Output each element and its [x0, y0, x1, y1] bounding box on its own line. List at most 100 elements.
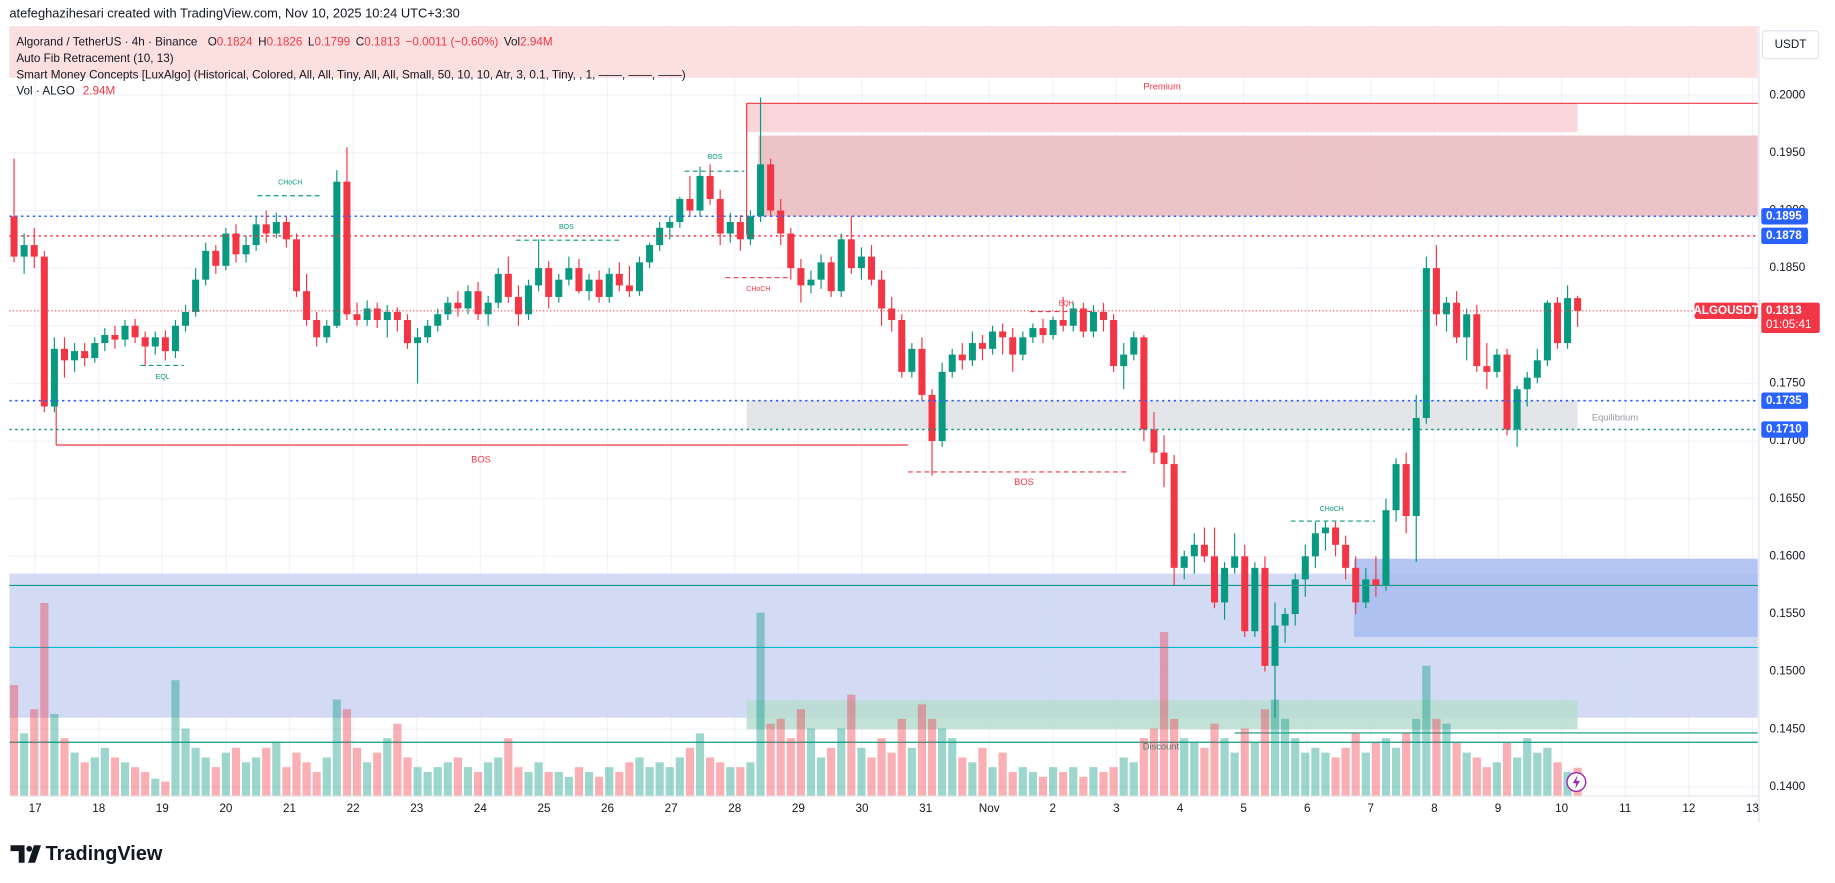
- candle-body: [1291, 579, 1299, 614]
- candle-body: [1352, 567, 1360, 603]
- candle-body: [666, 222, 674, 228]
- candle-body: [1342, 544, 1350, 568]
- currency-box[interactable]: [1761, 30, 1820, 60]
- volume-bar: [473, 771, 483, 797]
- candle-body: [71, 351, 79, 361]
- zone: [758, 135, 1758, 217]
- volume-bar: [655, 762, 664, 797]
- volume-bar: [1462, 752, 1471, 797]
- volume-bar: [1008, 771, 1017, 797]
- volume-bar: [927, 718, 937, 797]
- ohlc-value: 0.1799: [314, 36, 350, 49]
- volume-bar: [675, 757, 684, 797]
- volume-bar: [766, 723, 775, 797]
- annotation: BOS: [708, 154, 723, 161]
- volume-bar: [786, 738, 795, 797]
- volume-bar: [645, 767, 654, 797]
- change: −0.0011 (−0.60%): [406, 36, 499, 49]
- volume-bar: [574, 767, 584, 797]
- x-tick-label: 13: [1746, 802, 1759, 815]
- volume-bar: [1129, 762, 1138, 797]
- candle-body: [323, 325, 331, 338]
- volume-bar: [1371, 742, 1380, 797]
- level-label: 0.1710: [1766, 423, 1802, 436]
- candle-body: [131, 325, 139, 338]
- volume-bar: [241, 762, 251, 797]
- candle-body: [1362, 579, 1370, 603]
- x-tick-label: 22: [347, 802, 360, 815]
- volume-legend[interactable]: Vol · ALGO 2.94M: [16, 85, 115, 98]
- volume-bar: [726, 767, 735, 797]
- annotation: CHoCH: [746, 286, 770, 293]
- volume-bar: [1492, 762, 1502, 797]
- volume-bar: [100, 747, 109, 797]
- candle-body: [514, 296, 522, 315]
- annotation: BOS: [559, 224, 574, 231]
- volume-bar: [867, 757, 876, 797]
- volume-bar: [423, 771, 432, 797]
- y-tick-label: 0.1500: [1769, 665, 1805, 678]
- candle-body: [1231, 556, 1239, 568]
- candle-body: [1241, 556, 1249, 632]
- zone: [9, 26, 1758, 78]
- volume-bar: [857, 747, 866, 797]
- volume-bar: [998, 752, 1007, 797]
- volume-bar: [70, 752, 79, 797]
- candle-body: [1332, 527, 1340, 545]
- volume-bar: [584, 771, 594, 797]
- volume-bar: [110, 757, 120, 797]
- candle-body: [888, 308, 896, 321]
- candle-body: [424, 325, 432, 338]
- candle-body: [585, 279, 593, 292]
- candle-body: [454, 302, 462, 309]
- volume-bar: [1170, 718, 1179, 797]
- indicator[interactable]: Smart Money Concepts [LuxAlgo] (Historic…: [16, 68, 685, 81]
- candle-body: [373, 308, 381, 321]
- indicator[interactable]: Auto Fib Retracement (10, 13): [16, 52, 173, 65]
- volume-bar: [1059, 771, 1068, 797]
- volume-bar: [958, 757, 967, 797]
- candle-body: [999, 331, 1007, 338]
- candle-body: [1089, 311, 1097, 332]
- annotation: CHoCH: [1320, 506, 1344, 513]
- currency[interactable]: USDT: [1775, 38, 1807, 51]
- volume-bar: [1200, 747, 1209, 797]
- volume-bar: [1270, 699, 1280, 797]
- volume-bar: [161, 781, 170, 797]
- candle-body: [676, 198, 684, 223]
- candle-body: [968, 343, 976, 361]
- volume-bar: [615, 771, 624, 797]
- volume-bar: [1523, 738, 1532, 797]
- candle-body: [807, 279, 815, 286]
- candle-body: [817, 262, 825, 280]
- volume-bar: [1311, 747, 1320, 797]
- logo-mark: [10, 845, 41, 863]
- candle-body: [393, 311, 401, 321]
- volume-bar: [484, 762, 493, 797]
- volume-bar: [887, 752, 896, 797]
- x-tick-label: 8: [1431, 802, 1438, 815]
- x-tick-label: 3: [1113, 802, 1120, 815]
- candle-body: [192, 279, 200, 312]
- volume-bar: [776, 718, 785, 797]
- candle-body: [777, 210, 785, 234]
- candle-body: [1493, 354, 1501, 372]
- volume-bar: [1190, 742, 1199, 797]
- candle-body: [1100, 311, 1108, 321]
- ohlc-key: C: [356, 36, 364, 49]
- annotation: EQH: [1059, 300, 1074, 307]
- volume-bar: [1331, 757, 1340, 797]
- level-label: 0.1735: [1766, 394, 1802, 407]
- candle-body: [121, 325, 129, 340]
- volume-bar: [171, 680, 180, 797]
- volume-bar: [252, 757, 261, 797]
- volume-bar: [1281, 718, 1290, 797]
- header: atefeghazihesari created with TradingVie…: [9, 6, 459, 21]
- volume-bar: [363, 762, 372, 797]
- volume-bar: [120, 762, 130, 797]
- candle-body: [555, 279, 563, 297]
- candle-body: [948, 354, 956, 372]
- candle-body: [504, 273, 512, 297]
- volume-bar: [806, 728, 816, 797]
